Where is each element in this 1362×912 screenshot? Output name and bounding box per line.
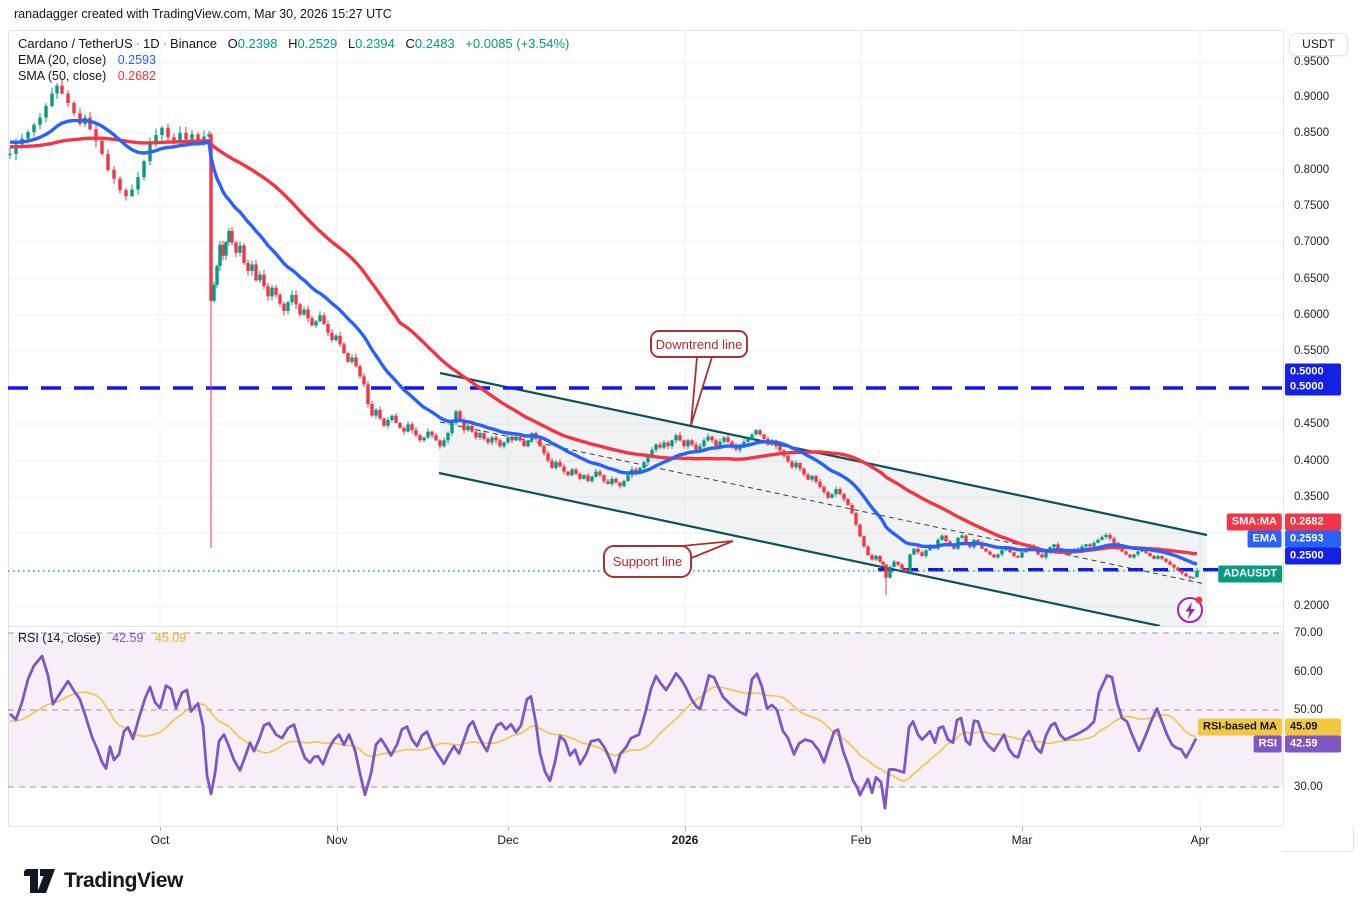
time-tick bbox=[160, 827, 161, 831]
price-tick-label: 0.4500 bbox=[1294, 418, 1330, 430]
exchange-label: Binance bbox=[169, 36, 217, 51]
close-letter: C bbox=[405, 36, 415, 51]
rsi-value: 42.59 bbox=[112, 631, 144, 645]
price-tick-label: 0.2000 bbox=[1294, 600, 1330, 612]
pane-separator[interactable] bbox=[8, 626, 1283, 627]
time-tick bbox=[861, 827, 862, 831]
downtrend-callout-label: Downtrend line bbox=[655, 336, 743, 352]
level-price-tag: 0.5000 bbox=[1285, 363, 1341, 381]
rsi-tick-label: 50.00 bbox=[1294, 704, 1323, 716]
downtrend-line-callout[interactable]: Downtrend line bbox=[650, 330, 748, 358]
price-tick-label: 0.5500 bbox=[1294, 345, 1330, 357]
symbol-name-tag: ADAUSDT bbox=[1218, 565, 1282, 583]
price-tick-label: 0.3500 bbox=[1294, 491, 1330, 503]
open-letter: O bbox=[227, 36, 238, 51]
time-axis[interactable]: Oct Nov Dec 2026 Feb Mar Apr bbox=[8, 826, 1283, 852]
symbol-title[interactable]: Cardano / TetherUS bbox=[18, 36, 133, 51]
rsi-ma-value: 45.09 bbox=[154, 631, 187, 645]
time-axis-label: Oct bbox=[150, 833, 170, 847]
sma-name-tag: SMA:MA bbox=[1226, 513, 1282, 531]
rsi-tick-label: 30.00 bbox=[1294, 781, 1323, 793]
support-callout-label: Support line bbox=[612, 554, 683, 569]
sma-value-tag: 0.2682 bbox=[1285, 513, 1341, 531]
price-tick-label: 0.7000 bbox=[1294, 236, 1330, 248]
price-tick-label: 0.8000 bbox=[1294, 164, 1330, 176]
price-pane[interactable] bbox=[8, 30, 1283, 626]
rsi-title: RSI (14, close) bbox=[18, 631, 101, 645]
low-letter: L bbox=[347, 36, 356, 51]
time-axis-label: Apr bbox=[1190, 833, 1210, 847]
price-tick-label: 0.9000 bbox=[1294, 91, 1330, 103]
ema-value: 0.2593 bbox=[117, 53, 156, 67]
ema-value-tag: 0.2593 bbox=[1285, 530, 1341, 548]
ema-20-line bbox=[9, 118, 1198, 566]
tradingview-logo-text: TradingView bbox=[64, 869, 183, 892]
rsi-legend-row[interactable]: RSI (14, close) 42.59 45.09 bbox=[18, 631, 186, 645]
low-value: 0.2394 bbox=[355, 36, 395, 51]
level-price-tag: 0.5000 bbox=[1285, 378, 1341, 396]
high-value: 0.2529 bbox=[297, 36, 338, 51]
rsi-name-tag: RSI bbox=[1253, 735, 1282, 753]
change-value: +0.0085 (+3.54%) bbox=[465, 36, 570, 51]
price-tick-label: 0.9500 bbox=[1294, 56, 1330, 68]
ema-legend-row[interactable]: EMA (20, close) 0.2593 bbox=[18, 53, 156, 67]
candlesticks bbox=[8, 79, 1199, 596]
rsi-line bbox=[9, 654, 1198, 810]
price-tick-label: 0.8500 bbox=[1294, 127, 1330, 139]
price-tick-label: 0.7500 bbox=[1294, 200, 1330, 212]
time-axis-label: Mar bbox=[1011, 833, 1033, 847]
time-tick bbox=[685, 827, 686, 831]
time-axis-label: Nov bbox=[326, 833, 348, 847]
rsi-tick-label: 60.00 bbox=[1294, 666, 1323, 678]
price-tick-label: 0.6500 bbox=[1294, 273, 1330, 285]
time-tick bbox=[337, 827, 338, 831]
level-price-tag: 0.2500 bbox=[1285, 547, 1341, 565]
open-value: 0.2398 bbox=[237, 36, 278, 51]
rsi-ma-name-tag: RSI-based MA bbox=[1198, 718, 1282, 736]
symbol-legend-row[interactable]: Cardano / TetherUS · 1D · Binance O0.2398 H0… bbox=[18, 36, 570, 51]
sma-value: 0.2682 bbox=[117, 69, 156, 83]
tradingview-logo-icon bbox=[24, 869, 55, 893]
high-letter: H bbox=[288, 36, 298, 51]
close-value: 0.2483 bbox=[414, 36, 455, 51]
ema-label: EMA (20, close) bbox=[18, 53, 107, 67]
sma-label: SMA (50, close) bbox=[18, 69, 107, 83]
sma-legend-row[interactable]: SMA (50, close) 0.2682 bbox=[18, 69, 156, 83]
rsi-pane[interactable] bbox=[8, 626, 1283, 826]
price-tick-label: 0.6000 bbox=[1294, 309, 1330, 321]
rsi-value-tag: 42.59 bbox=[1285, 735, 1341, 753]
interval-label[interactable]: 1D bbox=[143, 36, 160, 51]
time-tick bbox=[1200, 827, 1201, 831]
support-line-callout[interactable]: Support line bbox=[603, 545, 692, 578]
credit-line: ranadagger created with TradingView.com,… bbox=[14, 7, 392, 21]
currency-toggle-button[interactable]: USDT bbox=[1289, 33, 1348, 56]
tradingview-logo[interactable]: TradingView bbox=[22, 866, 183, 896]
time-tick bbox=[1022, 827, 1023, 831]
chart-card bbox=[8, 30, 1354, 852]
time-axis-label: 2026 bbox=[671, 833, 699, 847]
price-tick-label: 0.4000 bbox=[1294, 455, 1330, 467]
rsi-ma-value-tag: 45.09 bbox=[1285, 718, 1341, 736]
rsi-ma-line bbox=[9, 686, 1197, 782]
time-axis-label: Feb bbox=[850, 833, 872, 847]
price-scale[interactable]: 0.9500 0.9000 0.8500 0.8000 0.7500 0.7000 0.65… bbox=[1283, 30, 1354, 826]
time-tick bbox=[508, 827, 509, 831]
sma-50-line bbox=[9, 136, 1198, 556]
ema-name-tag: EMA bbox=[1247, 530, 1282, 548]
rsi-tick-label: 70.00 bbox=[1294, 627, 1323, 639]
time-axis-label: Dec bbox=[497, 833, 519, 847]
